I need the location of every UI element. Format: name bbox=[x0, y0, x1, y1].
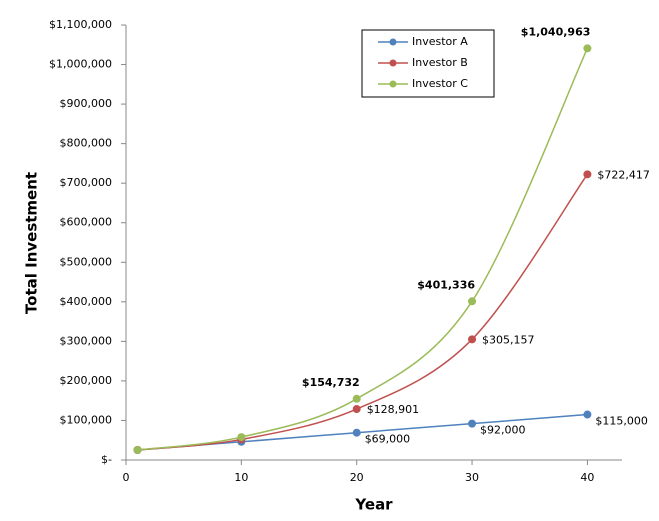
y-tick-label: $300,000 bbox=[60, 334, 113, 347]
data-point bbox=[352, 428, 361, 437]
y-tick-label: $900,000 bbox=[60, 97, 113, 110]
data-point bbox=[237, 433, 246, 442]
x-tick-label: 0 bbox=[123, 471, 130, 484]
y-tick-label: $100,000 bbox=[60, 413, 113, 426]
y-tick-label: $200,000 bbox=[60, 374, 113, 387]
x-axis-title: Year bbox=[354, 496, 393, 514]
data-label: $92,000 bbox=[480, 424, 526, 437]
legend-marker bbox=[389, 38, 397, 46]
legend-label: Investor C bbox=[412, 77, 468, 90]
data-label: $722,417 bbox=[597, 168, 650, 181]
legend-marker bbox=[389, 59, 397, 67]
legend-label: Investor A bbox=[412, 35, 468, 48]
x-tick-label: 40 bbox=[580, 471, 594, 484]
x-tick-label: 20 bbox=[350, 471, 364, 484]
data-label: $401,336 bbox=[417, 278, 475, 291]
data-point bbox=[468, 335, 477, 344]
data-point bbox=[468, 419, 477, 428]
data-point bbox=[352, 394, 361, 403]
data-point bbox=[583, 410, 592, 419]
data-point bbox=[352, 405, 361, 414]
data-label: $305,157 bbox=[482, 333, 535, 346]
data-label: $154,732 bbox=[302, 376, 360, 389]
y-tick-label: $700,000 bbox=[60, 176, 113, 189]
legend-marker bbox=[389, 80, 397, 88]
legend-label: Investor B bbox=[412, 56, 468, 69]
y-axis-title: Total Investment bbox=[23, 172, 41, 314]
y-tick-label: $500,000 bbox=[60, 255, 113, 268]
data-label: $128,901 bbox=[367, 403, 420, 416]
data-label: $1,040,963 bbox=[521, 25, 591, 38]
x-tick-label: 10 bbox=[234, 471, 248, 484]
data-point bbox=[468, 297, 477, 306]
y-tick-label: $- bbox=[101, 453, 112, 466]
y-tick-label: $1,000,000 bbox=[49, 58, 112, 71]
x-tick-label: 30 bbox=[465, 471, 479, 484]
data-point bbox=[583, 44, 592, 53]
data-label: $69,000 bbox=[365, 433, 411, 446]
y-tick-label: $400,000 bbox=[60, 295, 113, 308]
y-tick-label: $800,000 bbox=[60, 137, 113, 150]
data-point bbox=[583, 170, 592, 179]
data-point bbox=[133, 445, 142, 454]
y-tick-label: $1,100,000 bbox=[49, 18, 112, 31]
series-line bbox=[137, 173, 589, 451]
y-tick-label: $600,000 bbox=[60, 216, 113, 229]
series-line bbox=[137, 48, 589, 451]
data-label: $115,000 bbox=[595, 415, 648, 428]
